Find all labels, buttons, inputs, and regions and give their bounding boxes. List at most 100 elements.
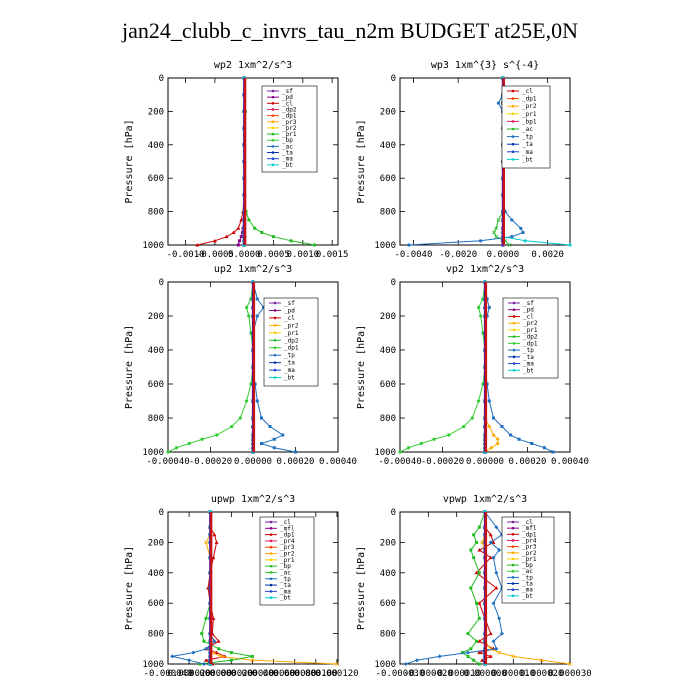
y-axis-label: Pressure [hPa] [356, 546, 367, 630]
x-tick-label: 0.00040 [319, 457, 357, 467]
data-point [272, 437, 276, 441]
legend-marker [512, 301, 516, 305]
data-point [253, 382, 257, 386]
y-tick-label: 1000 [374, 241, 396, 251]
legend-entry: _tp [523, 347, 534, 354]
y-tick-label: 0 [159, 508, 164, 518]
y-tick-label: 400 [148, 141, 164, 151]
panel-title: vp2 1xm^2/s^3 [446, 264, 524, 275]
data-point [469, 548, 473, 552]
legend-entry: _dp1 [282, 113, 297, 120]
legend-marker [511, 120, 515, 123]
x-tick-label: 0.0000 [487, 250, 520, 260]
y-tick-label: 400 [148, 569, 164, 579]
x-tick-label: -0.00040 [378, 457, 421, 467]
legend-entry: _ma [284, 367, 295, 374]
x-tick-label: -0.000020 [404, 669, 453, 679]
y-tick-label: 800 [380, 414, 396, 424]
series-line [197, 78, 245, 246]
legend-marker [271, 120, 275, 124]
legend-entry: _ta [523, 354, 534, 361]
data-point [466, 632, 470, 636]
data-point [477, 662, 481, 666]
data-point [494, 570, 499, 575]
panel-title: up2 1xm^2/s^3 [214, 264, 292, 275]
legend-marker [273, 376, 277, 379]
y-tick-label: 400 [380, 141, 396, 151]
legend-entry: _ma [523, 361, 534, 368]
legend-marker [271, 163, 275, 167]
data-point [212, 532, 217, 537]
series-line [167, 281, 254, 453]
legend-marker [273, 331, 277, 335]
y-tick-label: 400 [148, 346, 164, 356]
data-point [539, 658, 544, 663]
data-point [487, 399, 491, 403]
x-tick-label: -0.000030 [376, 669, 425, 679]
chart-panel-6: vpwp 1xm^2/s^3 Pressure [hPa] 0 200 400 600 80… [356, 494, 592, 679]
legend-marker [512, 328, 516, 332]
legend-entry: _dp2 [282, 106, 297, 113]
legend-marker [271, 95, 275, 99]
data-point [202, 639, 206, 643]
legend-marker [512, 355, 516, 359]
legend-marker [512, 342, 516, 345]
legend-marker [269, 527, 273, 530]
x-tick-label: -0.00040 [146, 457, 189, 467]
legend-entry: _dp1 [284, 345, 299, 352]
data-point [496, 101, 501, 105]
chart-panel-1: wp2 1xm^2/s^3 Pressure [hPa] 0 200 400 600 800… [124, 60, 348, 260]
data-point [217, 647, 221, 651]
y-tick-label: 1000 [142, 660, 164, 670]
legend-entry: _pr1 [522, 111, 537, 118]
legend-entry: _cl [522, 88, 533, 95]
legend-entry: _ta [280, 582, 291, 589]
legend-entry: _bp [280, 563, 291, 570]
legend-marker [273, 338, 277, 342]
data-point [200, 437, 204, 441]
x-tick-label: -0.00020 [189, 457, 232, 467]
series-line [252, 281, 296, 453]
legend-entry: _pr1 [522, 556, 537, 563]
legend-entry: _ta [284, 360, 295, 367]
legend-entry: _pr1 [280, 557, 295, 564]
legend-entry: _ta [522, 581, 533, 588]
data-point [488, 555, 493, 560]
y-tick-label: 400 [380, 346, 396, 356]
y-tick-label: 0 [391, 74, 396, 84]
legend-entry: _ac [280, 569, 291, 576]
legend-marker [511, 112, 515, 116]
legend-marker [512, 348, 516, 352]
legend-marker [511, 526, 515, 530]
legend-entry: _bt [280, 595, 291, 602]
legend-marker [271, 145, 275, 148]
data-point [204, 658, 209, 662]
legend-entry: _pr2 [284, 322, 299, 329]
x-tick-label: -0.00020 [421, 457, 464, 467]
data-point [253, 226, 257, 230]
data-point [200, 632, 204, 636]
data-point [568, 662, 572, 666]
legend-marker [512, 335, 516, 338]
chart-panel-5: upwp 1xm^2/s^3 Pressure [hPa] 0 200 400 600 80… [124, 494, 359, 679]
legend-marker [512, 362, 516, 365]
data-point [198, 662, 202, 666]
x-tick-label: 0.00000 [234, 457, 272, 467]
data-point [238, 239, 242, 243]
legend-marker [511, 127, 515, 131]
data-point [488, 654, 493, 658]
x-tick-label: 0.000020 [167, 669, 210, 679]
data-point [214, 540, 219, 544]
data-point [492, 416, 495, 420]
panel-title: upwp 1xm^2/s^3 [211, 494, 295, 505]
data-point [212, 639, 217, 644]
data-point [191, 650, 196, 655]
legend-marker [273, 361, 277, 364]
data-point [474, 570, 479, 575]
plot-frame [399, 77, 571, 246]
x-tick-label: 0.00020 [277, 457, 315, 467]
y-tick-label: 600 [380, 599, 396, 609]
data-point [187, 658, 192, 663]
legend-marker [511, 576, 515, 579]
x-tick-label: 0.000030 [548, 669, 591, 679]
